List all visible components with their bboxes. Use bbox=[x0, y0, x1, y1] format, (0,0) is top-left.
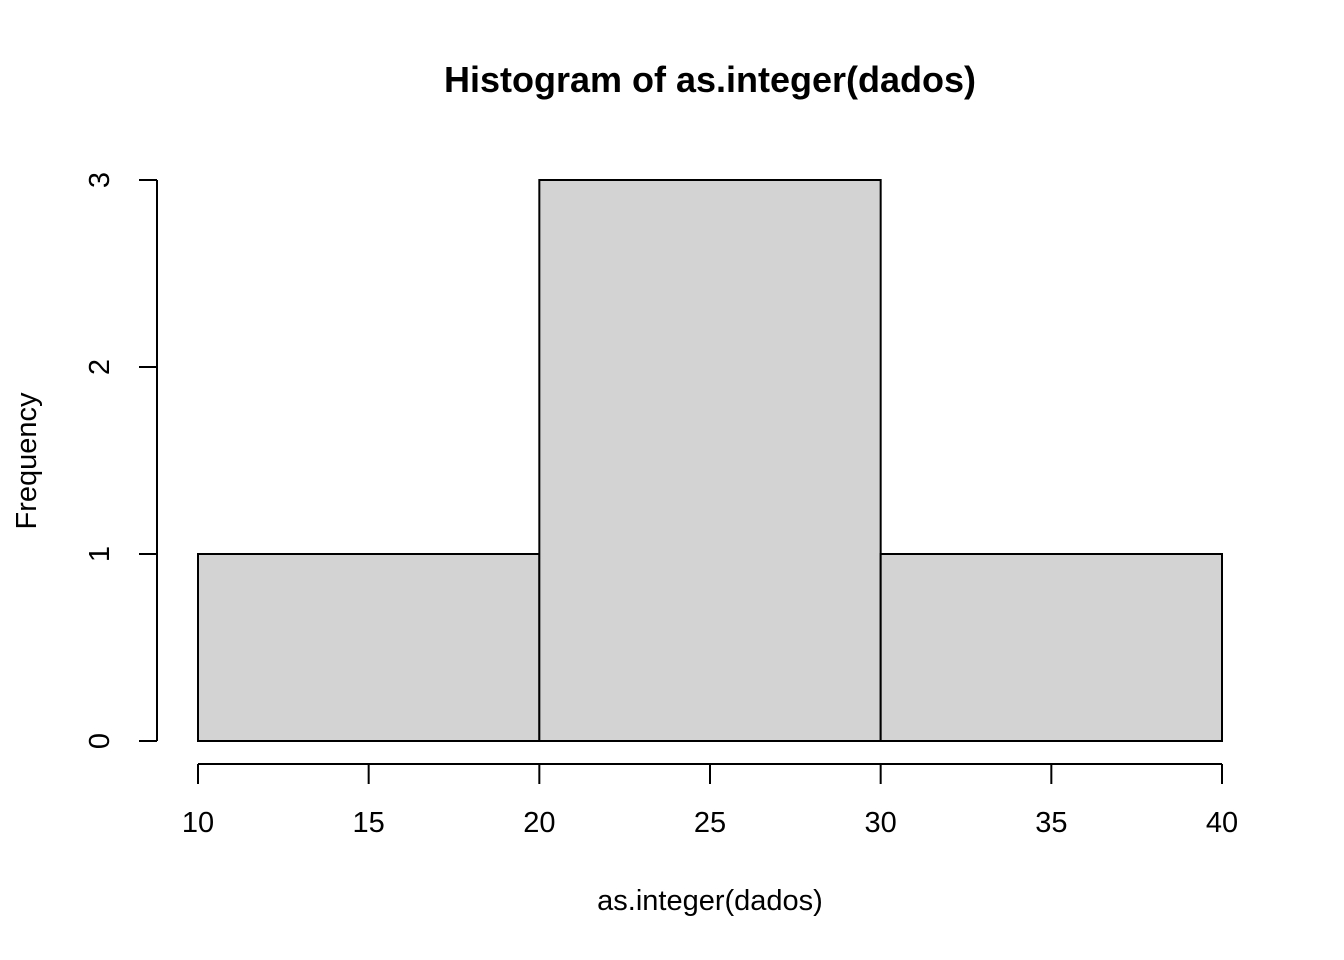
x-tick-label-10: 10 bbox=[182, 807, 214, 839]
y-tick-label-3: 3 bbox=[84, 172, 116, 188]
histogram-bar-20-30 bbox=[538, 179, 882, 742]
x-tick-label-35: 35 bbox=[1035, 807, 1067, 839]
y-tick-label-2: 2 bbox=[84, 359, 116, 375]
x-axis: 10 15 20 25 30 35 40 bbox=[182, 763, 1238, 839]
y-tick-label-0: 0 bbox=[84, 733, 116, 749]
x-tick-label-40: 40 bbox=[1206, 807, 1238, 839]
chart-title: Histogram of as.integer(dados) bbox=[444, 59, 976, 100]
y-axis-label: Frequency bbox=[11, 392, 43, 530]
x-axis-label: as.integer(dados) bbox=[597, 885, 823, 917]
y-axis: 0 1 2 3 bbox=[84, 172, 158, 749]
histogram-bar-30-40 bbox=[879, 553, 1224, 742]
x-tick-label-25: 25 bbox=[694, 807, 726, 839]
x-tick-label-30: 30 bbox=[865, 807, 897, 839]
bars-group bbox=[197, 179, 1224, 742]
y-tick-label-1: 1 bbox=[84, 546, 116, 562]
x-tick-label-15: 15 bbox=[353, 807, 385, 839]
histogram-bar-10-20 bbox=[197, 553, 541, 742]
x-tick-label-20: 20 bbox=[523, 807, 555, 839]
